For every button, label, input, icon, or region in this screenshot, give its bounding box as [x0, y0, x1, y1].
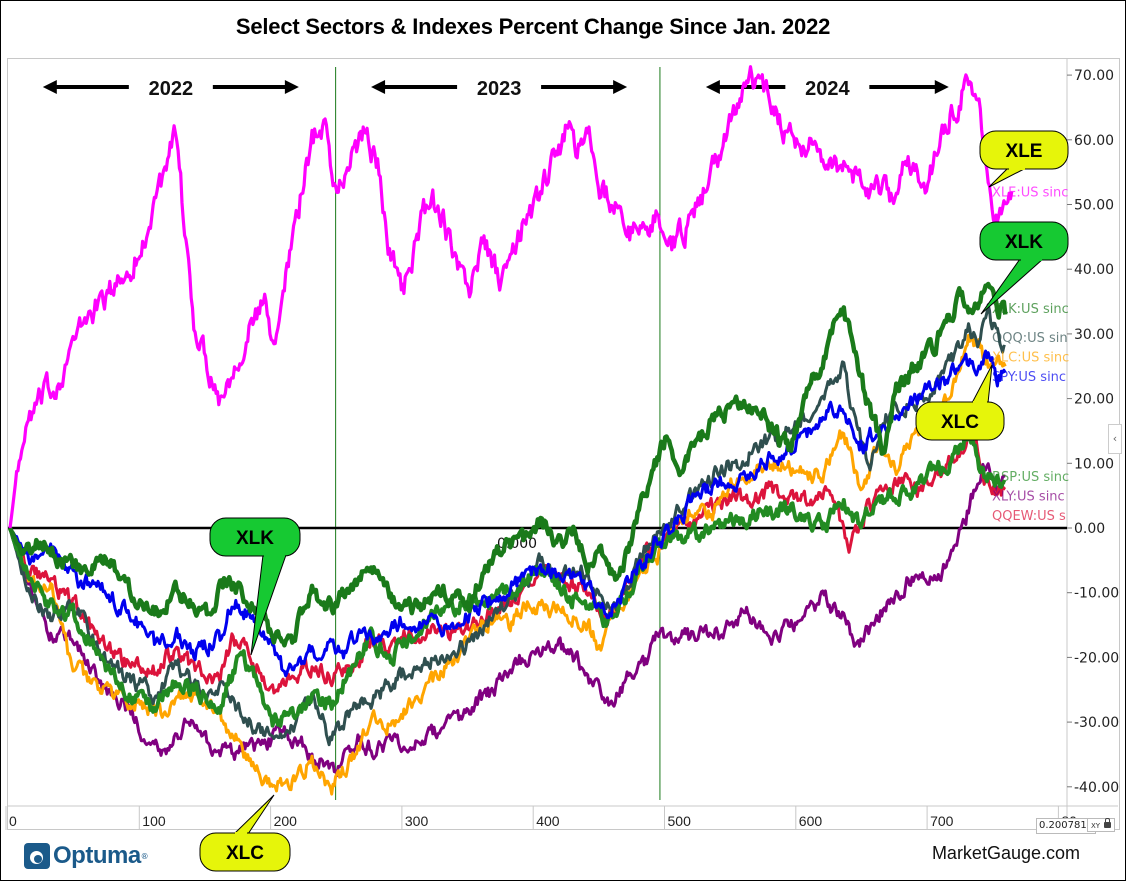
callout-xlk: XLK [979, 221, 1069, 315]
series-end-label: XLY:US sinc [992, 490, 1065, 505]
callout-xle: XLE [979, 130, 1069, 188]
x-tick-label: 500 [668, 813, 692, 829]
arrow-left-icon [42, 80, 57, 94]
series-end-label: XLK:US sinc [992, 302, 1069, 317]
y-tick-label: -10.00 [1074, 586, 1119, 602]
y-tick-label: 0.00 [1074, 521, 1105, 537]
optuma-logo: Optuma ® [24, 842, 149, 870]
y-tick-label: -20.00 [1074, 650, 1119, 666]
callout-xlk: XLK [209, 517, 301, 656]
y-tick-label: 10.00 [1074, 456, 1114, 472]
y-tick-label: 70.00 [1074, 68, 1114, 84]
callout-bubble [915, 401, 1005, 441]
year-range-2024: 2024 [705, 78, 949, 100]
series-end-label: QQQ:US sin [992, 331, 1068, 346]
series-line-xly[interactable] [8, 462, 1006, 778]
callout-join [1021, 257, 1042, 261]
series-end-label: SPY:US sinc [992, 370, 1066, 385]
series-line-xlc[interactable] [8, 333, 1007, 796]
x-tick-label: 200 [274, 813, 298, 829]
series-line-xlk[interactable] [7, 281, 1008, 648]
callout-pointer [988, 167, 1027, 188]
registered-mark: ® [140, 851, 149, 861]
callout-label: XLK [1005, 232, 1043, 253]
website-label: MarketGauge.com [931, 843, 1080, 863]
callout-label: XLC [941, 412, 979, 433]
series-line-xle[interactable] [8, 65, 1014, 529]
x-tick-label: 600 [799, 813, 823, 829]
year-label: 2022 [149, 78, 194, 100]
collapse-panel-button[interactable]: ‹ [1108, 424, 1122, 454]
series-end-label: XLC:US sinc [992, 351, 1069, 366]
callout-xlc: XLC [915, 364, 1005, 441]
year-label: 2023 [477, 78, 522, 100]
y-tick-label: -30.00 [1074, 715, 1119, 731]
year-range-2023: 2023 [371, 78, 628, 100]
callout-label: XLK [236, 528, 274, 549]
series-end-label: QQEW:US s [992, 509, 1066, 524]
xy-label: XY [1091, 822, 1101, 830]
callout-xlc: XLC [199, 794, 291, 872]
xy-lock-button[interactable]: XY [1087, 818, 1115, 832]
arrow-right-icon [613, 80, 628, 94]
arrow-right-icon [934, 80, 949, 94]
x-tick-label: 0 [9, 813, 17, 829]
y-tick-label: 30.00 [1074, 327, 1114, 343]
series-line-spy[interactable] [8, 349, 1007, 678]
x-tick-label: 400 [536, 813, 560, 829]
y-tick-label: 60.00 [1074, 133, 1114, 149]
callout-join [264, 553, 285, 557]
chart-title: Select Sectors & Indexes Percent Change … [235, 14, 831, 39]
label-clip-marker [1068, 59, 1069, 60]
callout-join [973, 401, 987, 405]
series-line-qqq[interactable] [8, 303, 1006, 747]
arrow-right-icon [284, 80, 299, 94]
series-end-label: XLE:US sinc [992, 186, 1068, 201]
series-end-label: RSP:US sinc [992, 470, 1069, 485]
year-range-2022: 2022 [42, 78, 299, 100]
callout-label: XLC [226, 843, 264, 864]
optuma-logo-text: Optuma [53, 842, 141, 869]
x-tick-label: 100 [142, 813, 166, 829]
year-label: 2024 [805, 78, 850, 100]
x-tick-label: 700 [930, 813, 954, 829]
callout-label: XLE [1006, 141, 1043, 162]
arrow-left-icon [705, 80, 720, 94]
callout-bubble [209, 517, 301, 557]
optuma-logo-icon [24, 843, 50, 869]
y-tick-label: 20.00 [1074, 392, 1114, 408]
callout-pointer [232, 794, 275, 835]
lock-icon [1104, 818, 1111, 828]
y-tick-label: 40.00 [1074, 262, 1114, 278]
callout-join [1009, 166, 1025, 170]
arrow-left-icon [371, 80, 386, 94]
y-tick-label: 50.00 [1074, 198, 1114, 214]
x-tick-label: 300 [405, 813, 429, 829]
y-tick-label: -40.00 [1074, 780, 1119, 796]
callout-join [235, 832, 247, 836]
series-line-rsp[interactable] [8, 432, 1007, 728]
